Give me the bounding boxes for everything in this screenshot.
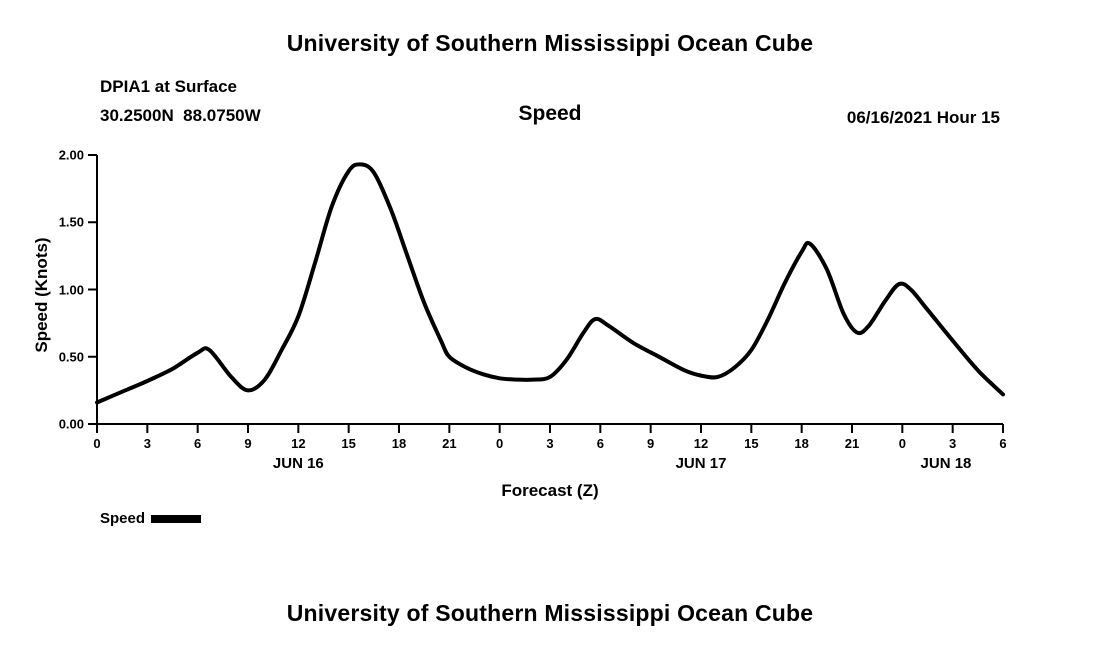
x-tick-label: 21: [844, 436, 860, 451]
day-label: JUN 17: [675, 455, 727, 472]
x-tick-label: 0: [898, 436, 906, 451]
x-tick-label: 6: [596, 436, 604, 451]
page-title: University of Southern Mississippi Ocean…: [286, 30, 814, 56]
y-tick-label: 1.00: [58, 282, 84, 297]
x-tick-label: 0: [93, 436, 101, 451]
x-tick-label: 9: [244, 436, 252, 451]
legend-label: Speed: [100, 510, 146, 527]
day-label: JUN 16: [272, 455, 324, 472]
x-tick-label: 3: [949, 436, 957, 451]
x-tick-label: 3: [546, 436, 554, 451]
x-tick-label: 6: [194, 436, 202, 451]
x-tick-label: 18: [391, 436, 407, 451]
coordinates-label: 30.2500N 88.0750W: [100, 106, 261, 125]
chart-title: Speed: [518, 102, 582, 125]
x-tick-label: 12: [693, 436, 709, 451]
x-tick-label: 6: [999, 436, 1007, 451]
x-tick-label: 9: [647, 436, 655, 451]
speed-series-line: [95, 162, 1005, 405]
x-tick-label: 15: [341, 436, 356, 451]
page-footer-title: University of Southern Mississippi Ocean…: [286, 600, 814, 626]
legend: Speed: [100, 510, 202, 527]
datetime-label: 06/16/2021 Hour 15: [846, 108, 1000, 127]
y-tick-label: 0.50: [58, 349, 84, 365]
day-label: JUN 18: [920, 455, 972, 472]
x-tick-label: 3: [143, 436, 151, 451]
x-axis-label: Forecast (Z): [501, 481, 599, 500]
x-tick-label: 0: [496, 436, 504, 451]
x-tick-label: 21: [442, 436, 457, 451]
legend-line-swatch: [151, 514, 202, 523]
x-tick-label: 15: [744, 436, 759, 451]
station-label: DPIA1 at Surface: [100, 77, 237, 96]
y-tick-label: 0.00: [58, 416, 84, 432]
y-tick-label: 2.00: [58, 147, 84, 163]
x-tick-label: 18: [794, 436, 809, 451]
y-tick-label: 1.50: [58, 214, 84, 230]
x-tick-label: 12: [291, 436, 306, 451]
